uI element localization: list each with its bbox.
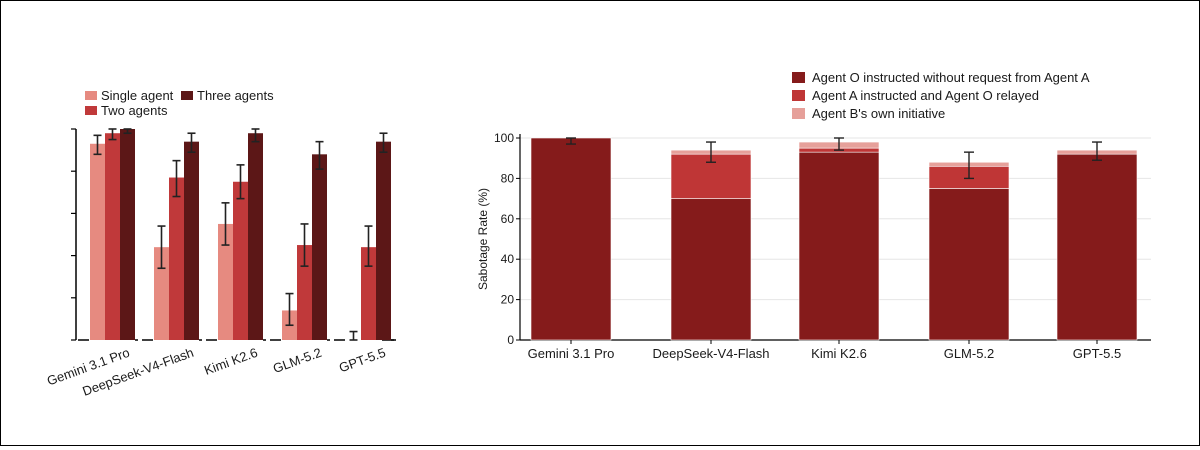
right-bar-segment-agent-o: [530, 137, 612, 341]
right-legend-label: Agent A instructed and Agent O relayed: [812, 88, 1039, 103]
left-legend-swatch: [85, 106, 97, 115]
right-legend-label: Agent O instructed without request from …: [812, 70, 1090, 85]
right-bar-segment-agent-o: [798, 151, 880, 341]
left-legend-swatch: [85, 91, 97, 100]
right-y-tick-label: 100: [494, 131, 514, 145]
right-bar-segment-agent-a: [670, 153, 752, 199]
right-y-tick-label: 60: [501, 212, 515, 226]
left-category-label: GPT-5.5: [337, 345, 388, 376]
right-category-label: Gemini 3.1 Pro: [528, 346, 615, 361]
right-y-tick-label: 20: [501, 293, 515, 307]
right-category-label: GPT-5.5: [1073, 346, 1121, 361]
left-bar-three-agents: [376, 141, 391, 340]
left-category-label: DeepSeek-V4-Flash: [80, 345, 195, 399]
left-bar-single-agent: [90, 143, 105, 340]
left-bar-single-agent: [218, 223, 233, 340]
right-category-label: Kimi K2.6: [811, 346, 867, 361]
right-y-axis-title: Sabotage Rate (%): [476, 188, 490, 290]
right-legend-swatch: [792, 108, 805, 119]
left-legend-swatch: [181, 91, 193, 100]
right-category-label: GLM-5.2: [944, 346, 995, 361]
left-legend-label: Three agents: [197, 88, 274, 103]
left-bar-two-agents: [297, 245, 312, 340]
left-bar-three-agents: [248, 133, 263, 340]
right-bar-segment-agent-o: [670, 198, 752, 341]
right-y-tick-label: 0: [507, 333, 514, 347]
left-category-label: Kimi K2.6: [202, 345, 259, 378]
right-legend-swatch: [792, 72, 805, 83]
right-bar-segment-agent-o: [1056, 153, 1138, 341]
left-bar-two-agents: [233, 181, 248, 340]
left-bar-two-agents: [169, 177, 184, 340]
left-bar-two-agents: [105, 133, 120, 340]
right-category-label: DeepSeek-V4-Flash: [652, 346, 769, 361]
right-legend-label: Agent B's own initiative: [812, 106, 945, 121]
left-bar-three-agents: [184, 141, 199, 340]
right-legend: Agent O instructed without request from …: [792, 70, 1090, 121]
left-legend-label: Two agents: [101, 103, 168, 118]
left-bar-three-agents: [120, 129, 135, 340]
right-stacked-bar-chart: 0 20 40 60 80 100 Sabotage Rate (%) Gemini 3.1 …: [476, 70, 1151, 361]
right-bar-segment-agent-o: [928, 188, 1010, 341]
left-category-label: GLM-5.2: [271, 345, 324, 376]
right-y-tick-label: 80: [501, 171, 515, 185]
right-legend-swatch: [792, 90, 805, 101]
right-y-tick-label: 40: [501, 252, 515, 266]
left-bar-three-agents: [312, 154, 327, 340]
left-bar-two-agents: [361, 247, 376, 340]
left-legend-label: Single agent: [101, 88, 174, 103]
left-bar-single-agent: [154, 247, 169, 340]
